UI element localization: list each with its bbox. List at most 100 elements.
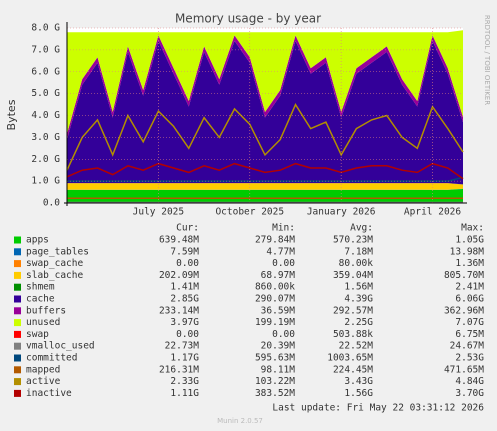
legend-stat: 1.56M [344, 282, 373, 293]
legend-stat: 7.59M [170, 246, 199, 257]
legend-name: shmem [26, 282, 55, 293]
legend-header: Max: [461, 223, 484, 234]
legend-stat: 22.73M [165, 341, 200, 352]
legend-swatch [14, 236, 21, 244]
legend-swatch [14, 354, 21, 362]
legend-swatch [14, 283, 21, 291]
legend-name: page_tables [26, 246, 89, 257]
legend-stat: 202.09M [159, 270, 199, 281]
legend-stat: 1.41M [170, 282, 199, 293]
y-tick-label: 5.0 G [31, 88, 60, 99]
x-tick-label: April 2026 [404, 207, 461, 218]
legend-header: Cur: [176, 223, 199, 234]
y-tick-label: 2.0 G [31, 154, 60, 165]
legend-stat: 224.45M [333, 364, 373, 375]
legend-stat: 0.00 [176, 258, 199, 269]
legend-name: inactive [26, 388, 72, 399]
legend-stat: 0.00 [176, 329, 199, 340]
legend-stat: 279.84M [255, 235, 295, 246]
y-tick-label: 0.0 [43, 198, 60, 209]
x-tick-label: July 2025 [133, 207, 184, 218]
legend-stat: 0.00 [272, 329, 295, 340]
legend-header: Min: [272, 223, 295, 234]
legend-swatch [14, 366, 21, 374]
legend-stat: 36.59M [261, 305, 296, 316]
legend-stat: 3.43G [344, 376, 373, 387]
legend-swatch [14, 248, 21, 256]
x-tick-label: January 2026 [307, 207, 376, 218]
legend-stat: 1.17G [170, 353, 199, 364]
legend-stat: 1.36M [455, 258, 484, 269]
legend-swatch [14, 378, 21, 386]
legend-stat: 20.39M [261, 341, 296, 352]
legend-stat: 292.57M [333, 305, 373, 316]
legend-stat: 98.11M [261, 364, 296, 375]
y-tick-label: 4.0 G [31, 110, 60, 121]
legend-stat: 805.70M [444, 270, 484, 281]
legend-header: Avg: [350, 223, 373, 234]
legend-stat: 4.39G [344, 294, 373, 305]
legend-stat: 7.07G [455, 317, 484, 328]
chart-title: Memory usage - by year [175, 12, 321, 26]
area-apps [67, 189, 463, 203]
legend-stat: 68.97M [261, 270, 296, 281]
legend-name: apps [26, 235, 49, 246]
legend-stat: 2.41M [455, 282, 484, 293]
line-active [66, 103, 464, 171]
area-unused [67, 30, 463, 134]
legend-swatch [14, 342, 21, 350]
legend-stat: 1.56G [344, 388, 373, 399]
legend-stat: 103.22M [255, 376, 295, 387]
legend-stat: 4.84G [455, 376, 484, 387]
area-cache [67, 40, 463, 185]
legend-swatch [14, 319, 21, 327]
legend-swatch [14, 389, 21, 397]
legend-stat: 0.00 [272, 258, 295, 269]
area-slab_cache [67, 183, 463, 190]
legend-stat: 471.65M [444, 364, 484, 375]
legend-stat: 290.07M [255, 294, 295, 305]
legend-stat: 595.63M [255, 353, 295, 364]
legend-stat: 7.18M [344, 246, 373, 257]
legend-name: committed [26, 353, 77, 364]
legend-stat: 2.85G [170, 294, 199, 305]
footer: Munin 2.0.57 [217, 417, 263, 425]
y-tick-label: 1.0 G [31, 176, 60, 187]
legend-name: swap_cache [26, 258, 83, 269]
legend-swatch [14, 307, 21, 315]
legend-swatch [14, 271, 21, 279]
last-update: Last update: Fri May 22 03:31:12 2026 [272, 403, 484, 414]
legend-stat: 6.75M [455, 329, 484, 340]
legend-name: unused [26, 317, 60, 328]
legend-stat: 24.67M [450, 341, 485, 352]
legend-stat: 362.96M [444, 305, 484, 316]
legend-stat: 6.06G [455, 294, 484, 305]
x-tick-label: October 2025 [215, 207, 284, 218]
legend-stat: 1003.65M [327, 353, 373, 364]
areas [67, 30, 463, 203]
legend-name: slab_cache [26, 270, 83, 281]
legend-stat: 1.05G [455, 235, 484, 246]
legend-swatch [14, 295, 21, 303]
legend-name: active [26, 376, 61, 387]
legend-name: vmalloc_used [26, 341, 95, 352]
side-text: RRDTOOL / TOBI OETIKER [483, 15, 491, 105]
legend-stat: 216.31M [159, 364, 199, 375]
y-tick-label: 7.0 G [31, 44, 60, 55]
legend-stat: 2.25G [344, 317, 373, 328]
legend-stat: 639.48M [159, 235, 199, 246]
legend-stat: 359.04M [333, 270, 373, 281]
y-tick-label: 6.0 G [31, 66, 60, 77]
y-tick-label: 3.0 G [31, 132, 60, 143]
y-tick-label: 8.0 G [31, 23, 60, 34]
legend-name: buffers [26, 305, 66, 316]
legend-stat: 503.88k [333, 329, 373, 340]
legend-stat: 233.14M [159, 305, 199, 316]
legend-stat: 383.52M [255, 388, 295, 399]
legend-stat: 2.33G [170, 376, 199, 387]
legend-stat: 3.97G [170, 317, 199, 328]
legend-name: mapped [26, 364, 60, 375]
legend-stat: 22.52M [339, 341, 374, 352]
y-axis-label: Bytes [5, 99, 18, 130]
